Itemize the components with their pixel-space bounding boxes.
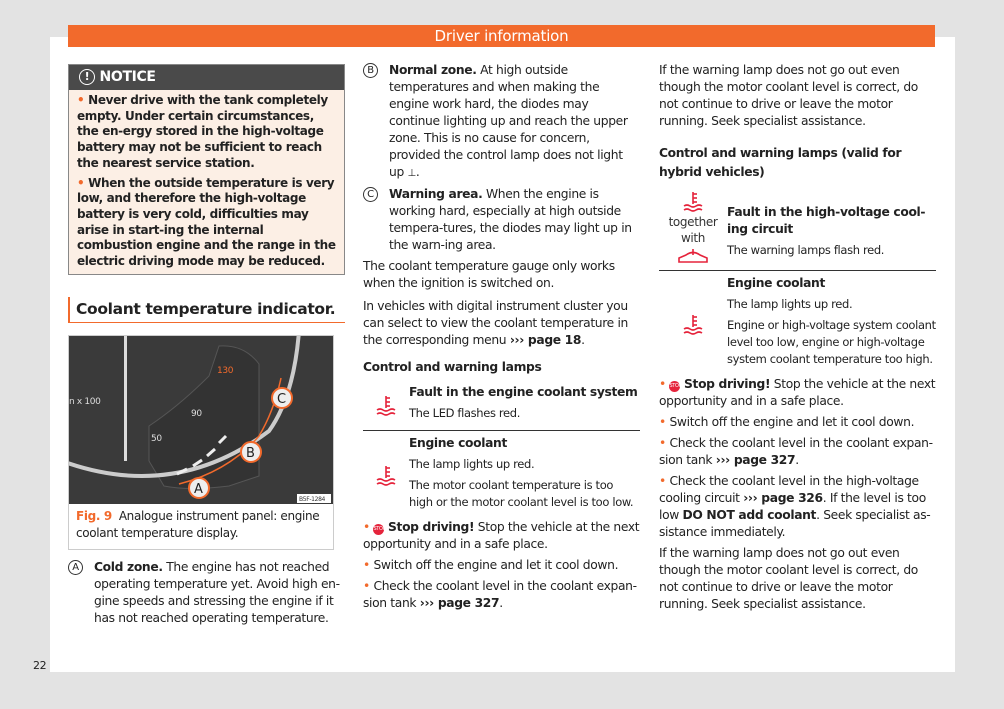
svg-text:B: B: [246, 446, 255, 461]
page-link[interactable]: ››› page 326: [743, 491, 823, 505]
together-with-label: together with: [668, 215, 718, 245]
gauge-label-50: 50: [151, 434, 162, 444]
notice-title: NOTICE: [99, 69, 156, 85]
paragraph: If the warning lamp does not go out even…: [659, 546, 918, 611]
notice-box: ! NOTICE • Never drive with the tank com…: [68, 64, 345, 275]
callout-b: B: [240, 441, 262, 463]
lamp-row: Engine coolant The lamp lights up red. Eng…: [659, 271, 936, 376]
page-link[interactable]: ››› page 18: [509, 333, 582, 347]
bullet: • Check the coolant level in the coolant…: [659, 436, 933, 467]
gauge-label-90: 90: [191, 409, 202, 419]
callout-c: C: [271, 387, 293, 409]
zone-a: A Cold zone. The engine has not reached o…: [68, 559, 340, 627]
bullet: • Switch off the engine and let it cool …: [363, 558, 619, 572]
coolant-temperature-icon: [683, 314, 703, 335]
page-number: 22: [33, 659, 47, 672]
bullet: • Check the coolant level in the coolant…: [363, 579, 637, 610]
lamp-row: Fault in the engine coolant system The LE…: [363, 380, 640, 431]
bullet: • Switch off the engine and let it cool …: [659, 415, 915, 429]
page-header: Driver information: [68, 25, 935, 47]
car-warning-icon: [678, 249, 708, 263]
svg-text:A: A: [194, 482, 203, 497]
figure-code: B5F-1284: [299, 496, 326, 503]
bullet: • STOP Stop driving! Stop the vehicle at…: [659, 377, 936, 408]
paragraph: If the warning lamp does not go out even…: [659, 63, 918, 128]
paragraph: In vehicles with digital instrument clus…: [363, 299, 628, 347]
rpm-label: n x 100: [69, 397, 101, 407]
section-title: Coolant temperature indicator.: [68, 297, 345, 323]
gauge-illustration: n x 100 50 90 130 A B C B5F-1284: [69, 336, 333, 504]
zone-c: C Warning area. When the engine is workin…: [363, 186, 640, 254]
svg-text:C: C: [277, 392, 286, 407]
page-link[interactable]: ››› page 327: [419, 596, 500, 610]
paragraph: The coolant temperature gauge only works…: [363, 259, 615, 290]
gauge-label-130: 130: [217, 366, 234, 376]
lamp-row: together with Fault in the high-voltage …: [659, 186, 936, 271]
callout-a: A: [188, 477, 210, 499]
coolant-temperature-icon: [376, 466, 396, 486]
lamps-heading: Control and warning lamps: [363, 360, 542, 374]
coolant-temperature-icon: [683, 192, 703, 212]
stop-icon: STOP: [373, 524, 386, 535]
figure-caption: Fig. 9 Analogue instrument panel: engine…: [76, 509, 320, 540]
notice-bullet: • When the outside temperature is very l…: [77, 175, 336, 269]
figure-9: n x 100 50 90 130 A B C B5F-1284 Fig. 9 …: [68, 335, 334, 550]
bullet: • Check the coolant level in the high-vo…: [659, 474, 931, 539]
stop-icon: STOP: [669, 381, 682, 392]
page-link[interactable]: ››› page 327: [715, 453, 796, 467]
coolant-temperature-icon: [376, 396, 396, 416]
zone-b: B Normal zone. At high outside temperatur…: [363, 62, 640, 182]
notice-header: ! NOTICE: [69, 65, 344, 90]
lamp-row: Engine coolant The lamp lights up red. The…: [363, 431, 640, 519]
bullet: • STOP Stop driving! Stop the vehicle at…: [363, 520, 640, 551]
exclamation-icon: !: [79, 69, 95, 85]
coolant-lamp-icon: ⊥: [407, 168, 416, 179]
notice-bullet: • Never drive with the tank completely e…: [77, 93, 328, 170]
lamps-heading: Control and warning lamps (valid for hyb…: [659, 146, 902, 179]
